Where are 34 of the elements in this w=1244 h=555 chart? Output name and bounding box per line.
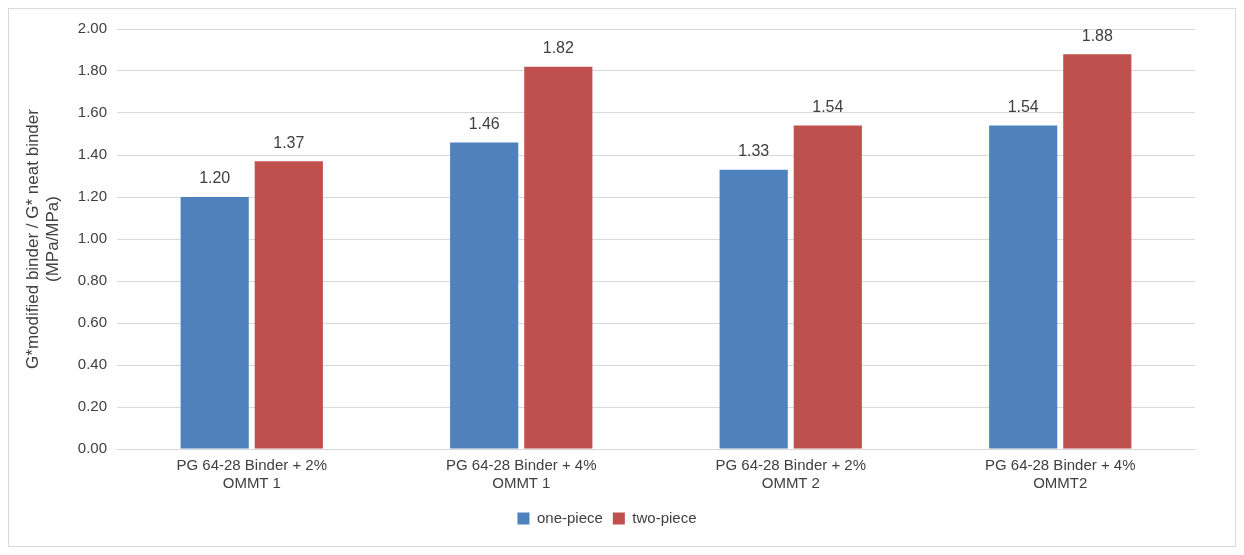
- data-label: 1.88: [1081, 26, 1113, 44]
- y-tick-label: 1.40: [77, 145, 107, 163]
- bar: [254, 161, 323, 449]
- data-label: 1.37: [273, 133, 305, 151]
- y-tick-label: 2.00: [77, 19, 107, 37]
- y-tick-label: 0.40: [77, 355, 107, 373]
- y-tick-label: 1.20: [77, 187, 107, 205]
- legend-label: two-piece: [632, 508, 697, 526]
- bar: [180, 197, 249, 449]
- bar: [1063, 54, 1132, 449]
- bar: [719, 169, 788, 449]
- y-tick-label: 0.80: [77, 271, 107, 289]
- y-tick-label: 1.60: [77, 103, 107, 121]
- bar: [793, 125, 862, 449]
- x-tick-label: PG 64-28 Binder + 2% OMMT 1: [176, 456, 327, 492]
- x-tick-label: PG 64-28 Binder + 2% OMMT 2: [715, 456, 867, 492]
- y-tick-label: 1.00: [77, 229, 107, 247]
- data-label: 1.54: [812, 98, 844, 116]
- y-tick-label: 0.60: [77, 313, 107, 331]
- y-tick-label: 0.00: [77, 439, 107, 457]
- data-label: 1.54: [1007, 98, 1039, 116]
- x-tick-label: PG 64-28 Binder + 4% OMMT 1: [445, 456, 597, 492]
- y-axis-title: G*modified binder / G* neat binder (MPa/MPa): [22, 108, 63, 369]
- bar: [524, 66, 593, 449]
- y-tick-label: 0.20: [77, 397, 107, 415]
- data-label: 1.82: [542, 39, 574, 57]
- data-label: 1.46: [468, 114, 500, 132]
- y-tick-label: 1.80: [77, 61, 107, 79]
- bar: [989, 125, 1058, 449]
- data-label: 1.20: [199, 169, 231, 187]
- legend-label: one-piece: [536, 508, 603, 526]
- bar: [450, 142, 519, 449]
- x-tick-label: PG 64-28 Binder + 4% OMMT2: [984, 456, 1136, 492]
- data-label: 1.33: [738, 142, 770, 160]
